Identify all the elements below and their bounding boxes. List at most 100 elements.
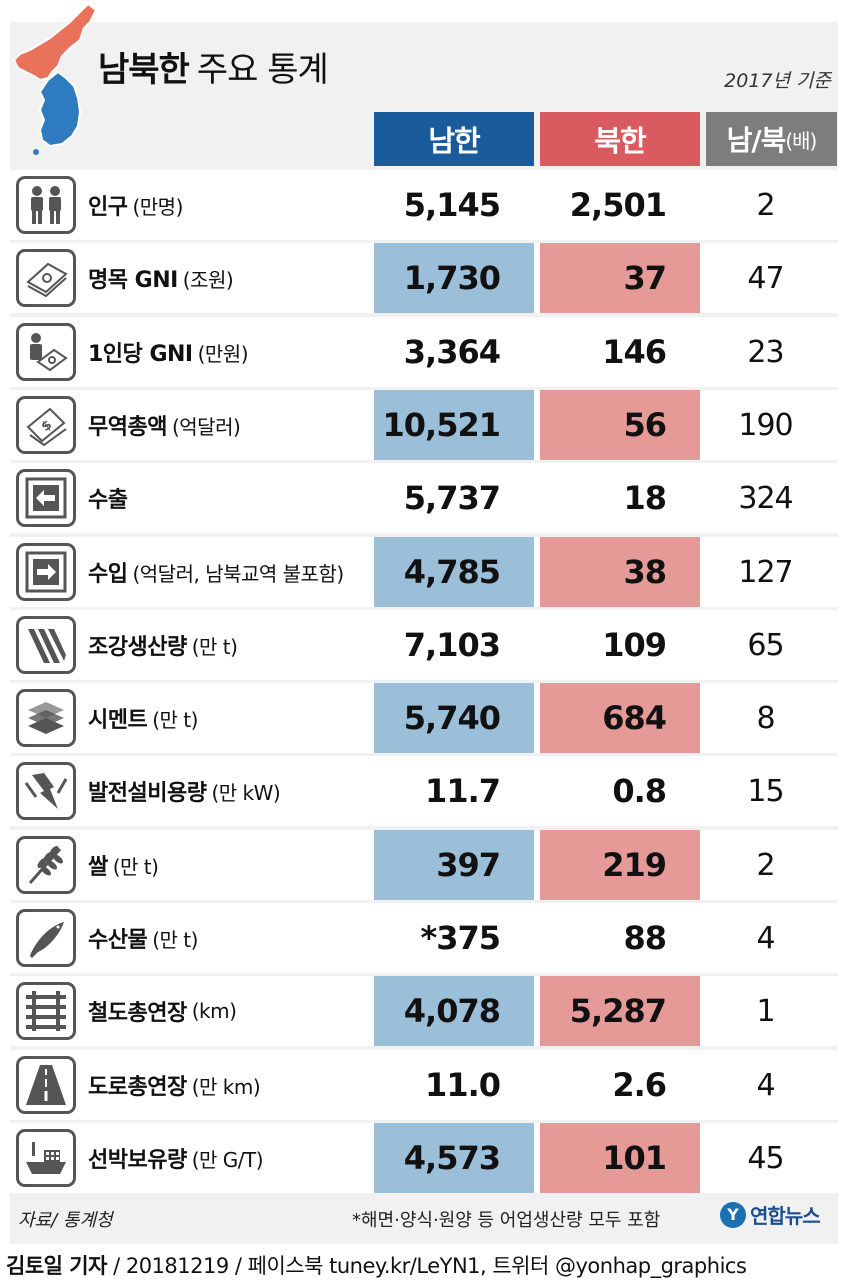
person-money-icon [16,323,76,381]
ratio-value: 2 [756,187,775,223]
row-name: 1인당 GNI [88,342,193,367]
table-row: 선박보유량 (만 G/T) 4,573 101 45 [10,1123,838,1193]
row-name: 철도총연장 [88,1001,187,1026]
row-label: 인구 (만명) [88,170,183,240]
south-value: 11.0 [425,1066,501,1104]
ratio-value: 190 [738,407,793,443]
row-name: 수산물 [88,928,148,953]
north-value: 5,287 [540,976,700,1046]
table-row: 발전설비용량 (만 kW) 11.7 0.8 15 [10,756,838,826]
row-name: 인구 [88,195,128,220]
cement-layers-icon [16,689,76,747]
source: 자료/ 통계청 [18,1210,113,1231]
row-unit: (만 t) [191,634,238,659]
header-ratio: 남/북 (배) [706,112,837,166]
table-row: 시멘트 (만 t) 5,740 684 8 [10,683,838,753]
table-row: 도로총연장 (만 km) 11.0 2.6 4 [10,1050,838,1120]
row-name: 발전설비용량 [88,781,207,806]
rice-plant-icon [16,836,76,894]
south-value: 4,573 [374,1123,534,1193]
lightning-icon [16,762,76,820]
ratio-value: 127 [738,554,793,590]
ratio-value: 4 [756,1067,775,1103]
south-value: 5,740 [374,683,534,753]
row-label: 무역총액 (억달러) [88,390,241,460]
ratio-value: 8 [756,700,775,736]
yonhap-logo: Y 연합뉴스 [720,1200,821,1229]
row-name: 선박보유량 [88,1148,187,1173]
north-value: 146 [602,333,667,371]
fish-icon [16,909,76,967]
table-row: 철도총연장 (km) 4,078 5,287 1 [10,976,838,1046]
row-unit: (만 G/T) [191,1147,264,1172]
south-value: 4,078 [374,976,534,1046]
table-row: 수출 5,737 18 324 [10,463,838,533]
credit-line: 김토일 기자 / 20181219 / 페이스북 tuney.kr/LeYN1,… [6,1250,747,1280]
row-name: 명목 GNI [88,268,178,293]
people-icon [16,176,76,234]
table-row: 1인당 GNI (만원) 3,364 146 23 [10,317,838,387]
row-label: 도로총연장 (만 km) [88,1050,261,1120]
yonhap-logo-icon: Y [720,1201,746,1228]
row-unit: (만원) [197,341,249,366]
north-value: 2.6 [612,1066,667,1104]
north-value: 0.8 [612,772,667,810]
north-value: 101 [540,1123,700,1193]
row-label: 수입 (억달러, 남북교역 불포함) [88,537,344,607]
south-value: 10,521 [374,390,534,460]
row-unit: (만 t) [112,854,159,879]
footnote: *해면·양식·원양 등 어업생산량 모두 포함 [352,1210,661,1231]
row-unit: (억달러, 남북교역 불포함) [132,561,344,586]
row-unit: (억달러) [171,414,241,439]
railway-icon [16,982,76,1040]
row-label: 발전설비용량 (만 kW) [88,756,281,826]
header-south: 남한 [374,112,534,166]
korea-map-icon [12,2,98,155]
header-ratio-label: 남/북 [726,124,787,157]
south-value: 3,364 [403,333,501,371]
table-row: 수입 (억달러, 남북교역 불포함) 4,785 38 127 [10,537,838,607]
north-value: 18 [623,479,667,517]
table-row: 수산물 (만 t) *375 88 4 [10,903,838,973]
table-row: 인구 (만명) 5,145 2,501 2 [10,170,838,240]
south-value: 11.7 [425,772,501,810]
row-unit: (만 t) [152,707,198,732]
row-label: 철도총연장 (km) [88,976,237,1046]
row-label: 시멘트 (만 t) [88,683,198,753]
steel-beams-icon [16,616,76,674]
row-label: 명목 GNI (조원) [88,243,234,313]
north-value: 219 [540,830,700,900]
ratio-value: 65 [747,627,784,663]
ratio-value: 324 [738,480,793,516]
road-icon [16,1056,76,1114]
row-unit: (km) [191,999,237,1023]
row-unit: (만 kW) [211,780,281,805]
ratio-value: 2 [756,847,775,883]
title-bold: 남북한 [98,50,190,90]
south-value: 5,737 [403,479,501,517]
ratio-value: 15 [747,773,784,809]
row-label: 선박보유량 (만 G/T) [88,1123,264,1193]
banknotes-icon [16,249,76,307]
row-name: 시멘트 [88,708,148,733]
south-value: 4,785 [374,537,534,607]
south-value: *375 [420,919,501,957]
row-name: 수입 [88,562,128,587]
south-value: 397 [374,830,534,900]
row-name: 무역총액 [88,415,167,440]
row-unit: (만명) [132,194,183,219]
north-value: 38 [540,537,700,607]
header-north: 북한 [540,112,700,166]
south-value: 1,730 [374,243,534,313]
north-value: 88 [623,919,667,957]
dollar-bills-icon: $ [16,396,76,454]
row-name: 수출 [88,488,128,513]
row-unit: (만 km) [191,1074,261,1099]
page-title: 남북한 주요 통계 [98,42,329,91]
north-value: 2,501 [569,186,667,224]
row-name: 조강생산량 [88,635,187,660]
row-label: 수산물 (만 t) [88,903,198,973]
north-value: 684 [540,683,700,753]
table-row: 명목 GNI (조원) 1,730 37 47 [10,243,838,313]
